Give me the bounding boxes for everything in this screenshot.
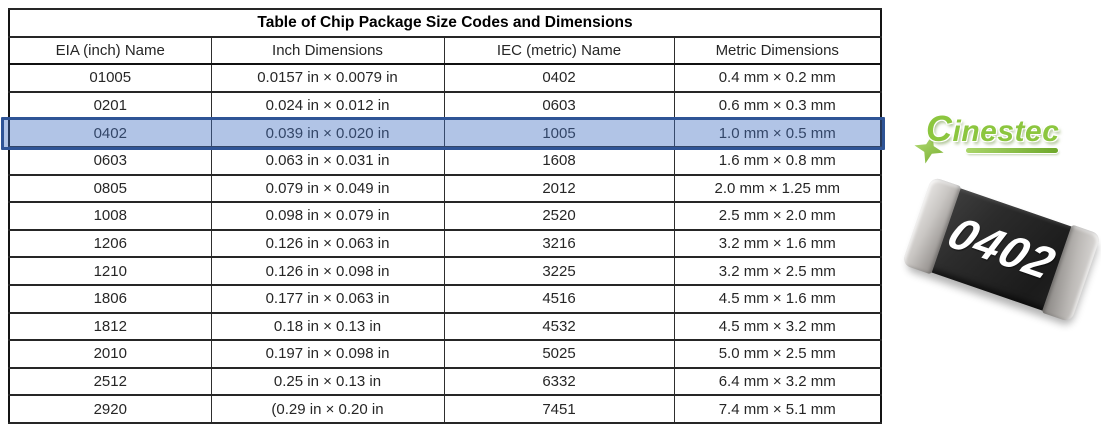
logo-underline-bar xyxy=(966,148,1058,153)
table-row: 1206 0.126 in × 0.063 in 3216 3.2 mm × 1… xyxy=(8,228,882,259)
eia-cell: 1210 xyxy=(8,256,212,286)
iec-cell: 0402 xyxy=(443,63,675,93)
eia-cell: 2512 xyxy=(8,366,212,397)
inch-dim-cell: 0.063 in × 0.031 in xyxy=(210,145,445,176)
inch-dim-cell: 0.197 in × 0.098 in xyxy=(210,339,445,369)
table-row: 01005 0.0157 in × 0.0079 in 0402 0.4 mm … xyxy=(8,63,882,93)
col-header-metric: Metric Dimensions xyxy=(673,35,882,66)
chip-resistor-photo: 0402 xyxy=(901,176,1101,323)
table-row: 0603 0.063 in × 0.031 in 1608 1.6 mm × 0… xyxy=(8,145,882,176)
table-row: 2512 0.25 in × 0.13 in 6332 6.4 mm × 3.2… xyxy=(8,366,882,397)
eia-cell: 01005 xyxy=(8,63,212,93)
eia-cell: 1008 xyxy=(8,201,212,231)
iec-cell: 7451 xyxy=(443,394,675,424)
metric-dim-cell: 2.5 mm × 2.0 mm xyxy=(673,201,882,231)
inch-dim-cell: 0.126 in × 0.098 in xyxy=(210,256,445,286)
col-header-eia: EIA (inch) Name xyxy=(8,35,212,66)
eia-cell: 1206 xyxy=(8,228,212,259)
eia-cell: 0603 xyxy=(8,145,212,176)
col-header-iec: IEC (metric) Name xyxy=(443,35,675,66)
inch-dim-cell: 0.039 in × 0.020 in xyxy=(210,118,445,148)
table-title-row: Table of Chip Package Size Codes and Dim… xyxy=(9,8,881,38)
inch-dim-cell: 0.0157 in × 0.0079 in xyxy=(210,63,445,93)
metric-dim-cell: 0.6 mm × 0.3 mm xyxy=(673,90,882,121)
table-row: 0805 0.079 in × 0.049 in 2012 2.0 mm × 1… xyxy=(8,173,882,204)
metric-dim-cell: 4.5 mm × 3.2 mm xyxy=(673,311,882,342)
eia-cell: 0805 xyxy=(8,173,212,204)
inch-dim-cell: 0.079 in × 0.049 in xyxy=(210,173,445,204)
chip-body: 0402 xyxy=(901,176,1101,323)
metric-dim-cell: 4.5 mm × 1.6 mm xyxy=(673,283,882,314)
metric-dim-cell: 1.0 mm × 0.5 mm xyxy=(673,118,882,148)
table-row: 0201 0.024 in × 0.012 in 0603 0.6 mm × 0… xyxy=(8,90,882,121)
table-row: 1806 0.177 in × 0.063 in 4516 4.5 mm × 1… xyxy=(8,283,882,314)
table-header-row: EIA (inch) Name Inch Dimensions IEC (met… xyxy=(8,35,882,66)
iec-cell: 3216 xyxy=(443,228,675,259)
metric-dim-cell: 7.4 mm × 5.1 mm xyxy=(673,394,882,424)
cinestec-logo: Cinestec xyxy=(914,100,1074,170)
metric-dim-cell: 0.4 mm × 0.2 mm xyxy=(673,63,882,93)
iec-cell: 3225 xyxy=(443,256,675,286)
iec-cell: 0603 xyxy=(443,90,675,121)
eia-cell: 0402 xyxy=(8,118,212,148)
eia-cell: 2920 xyxy=(8,394,212,424)
eia-cell: 1812 xyxy=(8,311,212,342)
iec-cell: 6332 xyxy=(443,366,675,397)
iec-cell: 5025 xyxy=(443,339,675,369)
metric-dim-cell: 1.6 mm × 0.8 mm xyxy=(673,145,882,176)
logo-wordmark: Cinestec xyxy=(926,108,1060,149)
col-header-inch: Inch Dimensions xyxy=(210,35,445,66)
metric-dim-cell: 2.0 mm × 1.25 mm xyxy=(673,173,882,204)
inch-dim-cell: 0.126 in × 0.063 in xyxy=(210,228,445,259)
inch-dim-cell: 0.024 in × 0.012 in xyxy=(210,90,445,121)
table-row: 1008 0.098 in × 0.079 in 2520 2.5 mm × 2… xyxy=(8,201,882,231)
table-row: 0402 0.039 in × 0.020 in 1005 1.0 mm × 0… xyxy=(8,118,882,148)
iec-cell: 1005 xyxy=(443,118,675,148)
table-row: 1812 0.18 in × 0.13 in 4532 4.5 mm × 3.2… xyxy=(8,311,882,342)
table-row: 2010 0.197 in × 0.098 in 5025 5.0 mm × 2… xyxy=(8,339,882,369)
chip-package-size-table: Table of Chip Package Size Codes and Dim… xyxy=(8,8,882,424)
table-title: Table of Chip Package Size Codes and Dim… xyxy=(9,8,881,38)
iec-cell: 4532 xyxy=(443,311,675,342)
iec-cell: 2012 xyxy=(443,173,675,204)
inch-dim-cell: 0.177 in × 0.063 in xyxy=(210,283,445,314)
iec-cell: 4516 xyxy=(443,283,675,314)
table-row: 2920 (0.29 in × 0.20 in 7451 7.4 mm × 5.… xyxy=(8,394,882,424)
table-row: 1210 0.126 in × 0.098 in 3225 3.2 mm × 2… xyxy=(8,256,882,286)
metric-dim-cell: 3.2 mm × 2.5 mm xyxy=(673,256,882,286)
iec-cell: 2520 xyxy=(443,201,675,231)
iec-cell: 1608 xyxy=(443,145,675,176)
eia-cell: 2010 xyxy=(8,339,212,369)
eia-cell: 0201 xyxy=(8,90,212,121)
metric-dim-cell: 3.2 mm × 1.6 mm xyxy=(673,228,882,259)
eia-cell: 1806 xyxy=(8,283,212,314)
inch-dim-cell: 0.25 in × 0.13 in xyxy=(210,366,445,397)
inch-dim-cell: (0.29 in × 0.20 in xyxy=(210,394,445,424)
metric-dim-cell: 5.0 mm × 2.5 mm xyxy=(673,339,882,369)
inch-dim-cell: 0.098 in × 0.079 in xyxy=(210,201,445,231)
chip-size-marking: 0402 xyxy=(940,206,1065,289)
inch-dim-cell: 0.18 in × 0.13 in xyxy=(210,311,445,342)
metric-dim-cell: 6.4 mm × 3.2 mm xyxy=(673,366,882,397)
